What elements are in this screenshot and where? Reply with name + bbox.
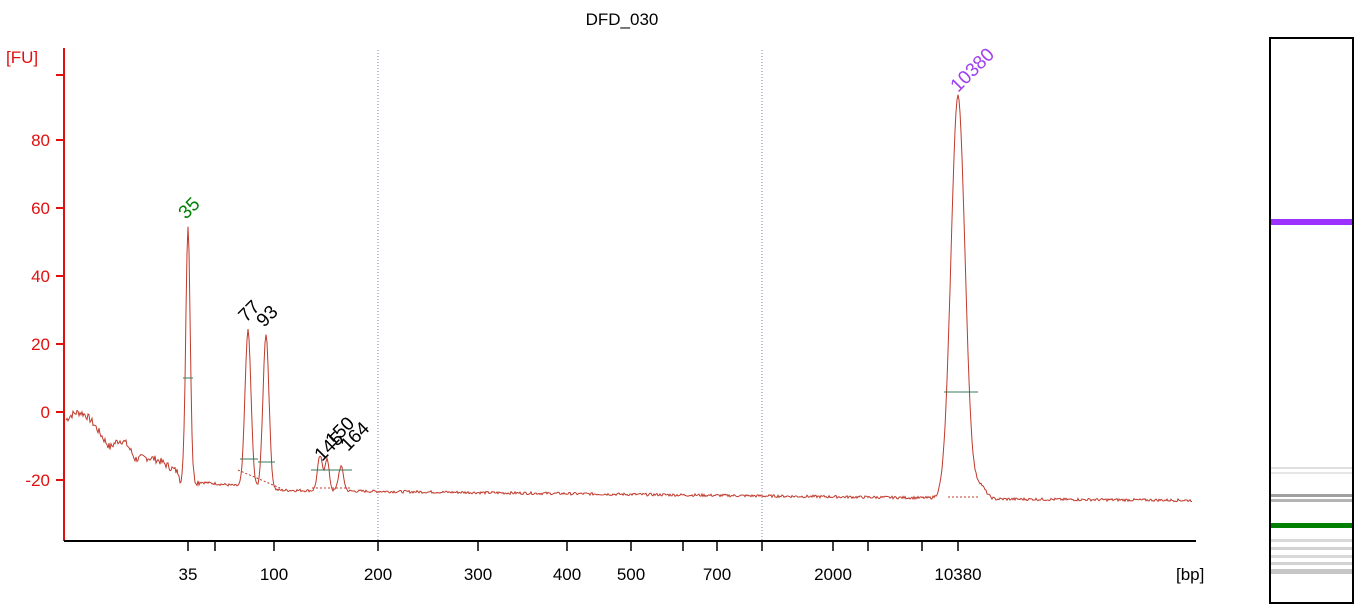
gel-band xyxy=(1271,494,1352,497)
electropherogram: DFD_030 [FU] [bp] -20 0 20 40 60 80 35 100 200 30… xyxy=(6,10,1204,584)
x-axis-label: [bp] xyxy=(1176,565,1204,584)
x-tick-label: 300 xyxy=(464,565,492,584)
gel-band xyxy=(1271,569,1352,574)
x-tick-label: 700 xyxy=(703,565,731,584)
gel-band xyxy=(1271,467,1352,469)
y-tick-label: 40 xyxy=(31,267,50,286)
x-tick-label: 200 xyxy=(364,565,392,584)
trace xyxy=(65,94,1192,503)
peak-label-35: 35 xyxy=(175,194,205,224)
y-tick-label: 0 xyxy=(41,403,50,422)
grid-lines xyxy=(377,50,763,541)
upper-marker-band xyxy=(1271,219,1352,225)
y-axis-label: [FU] xyxy=(6,48,38,67)
x-tick-label: 10380 xyxy=(934,565,981,584)
gel-band xyxy=(1271,539,1352,542)
x-tick-label: 400 xyxy=(553,565,581,584)
axes: -20 0 20 40 60 80 35 100 200 300 400 500 700 2000 1038… xyxy=(25,48,1196,584)
x-tick-label: 100 xyxy=(260,565,288,584)
y-tick-label: -20 xyxy=(25,471,50,490)
x-tick-label: 500 xyxy=(617,565,645,584)
x-tick-label: 2000 xyxy=(814,565,852,584)
peak-label-10380: 10380 xyxy=(947,44,999,96)
x-tick-label: 35 xyxy=(179,565,198,584)
trace-line xyxy=(65,94,1192,503)
gel-band xyxy=(1271,547,1352,550)
y-tick-label: 20 xyxy=(31,335,50,354)
gel-lane xyxy=(1269,37,1354,604)
lower-marker-band xyxy=(1271,523,1352,528)
y-tick-label: 60 xyxy=(31,199,50,218)
chart-title: DFD_030 xyxy=(586,10,659,29)
gel-band xyxy=(1271,555,1352,558)
y-tick-label: 80 xyxy=(31,131,50,150)
gel-band xyxy=(1271,562,1352,565)
gel-band xyxy=(1271,499,1352,502)
gel-band xyxy=(1271,472,1352,474)
